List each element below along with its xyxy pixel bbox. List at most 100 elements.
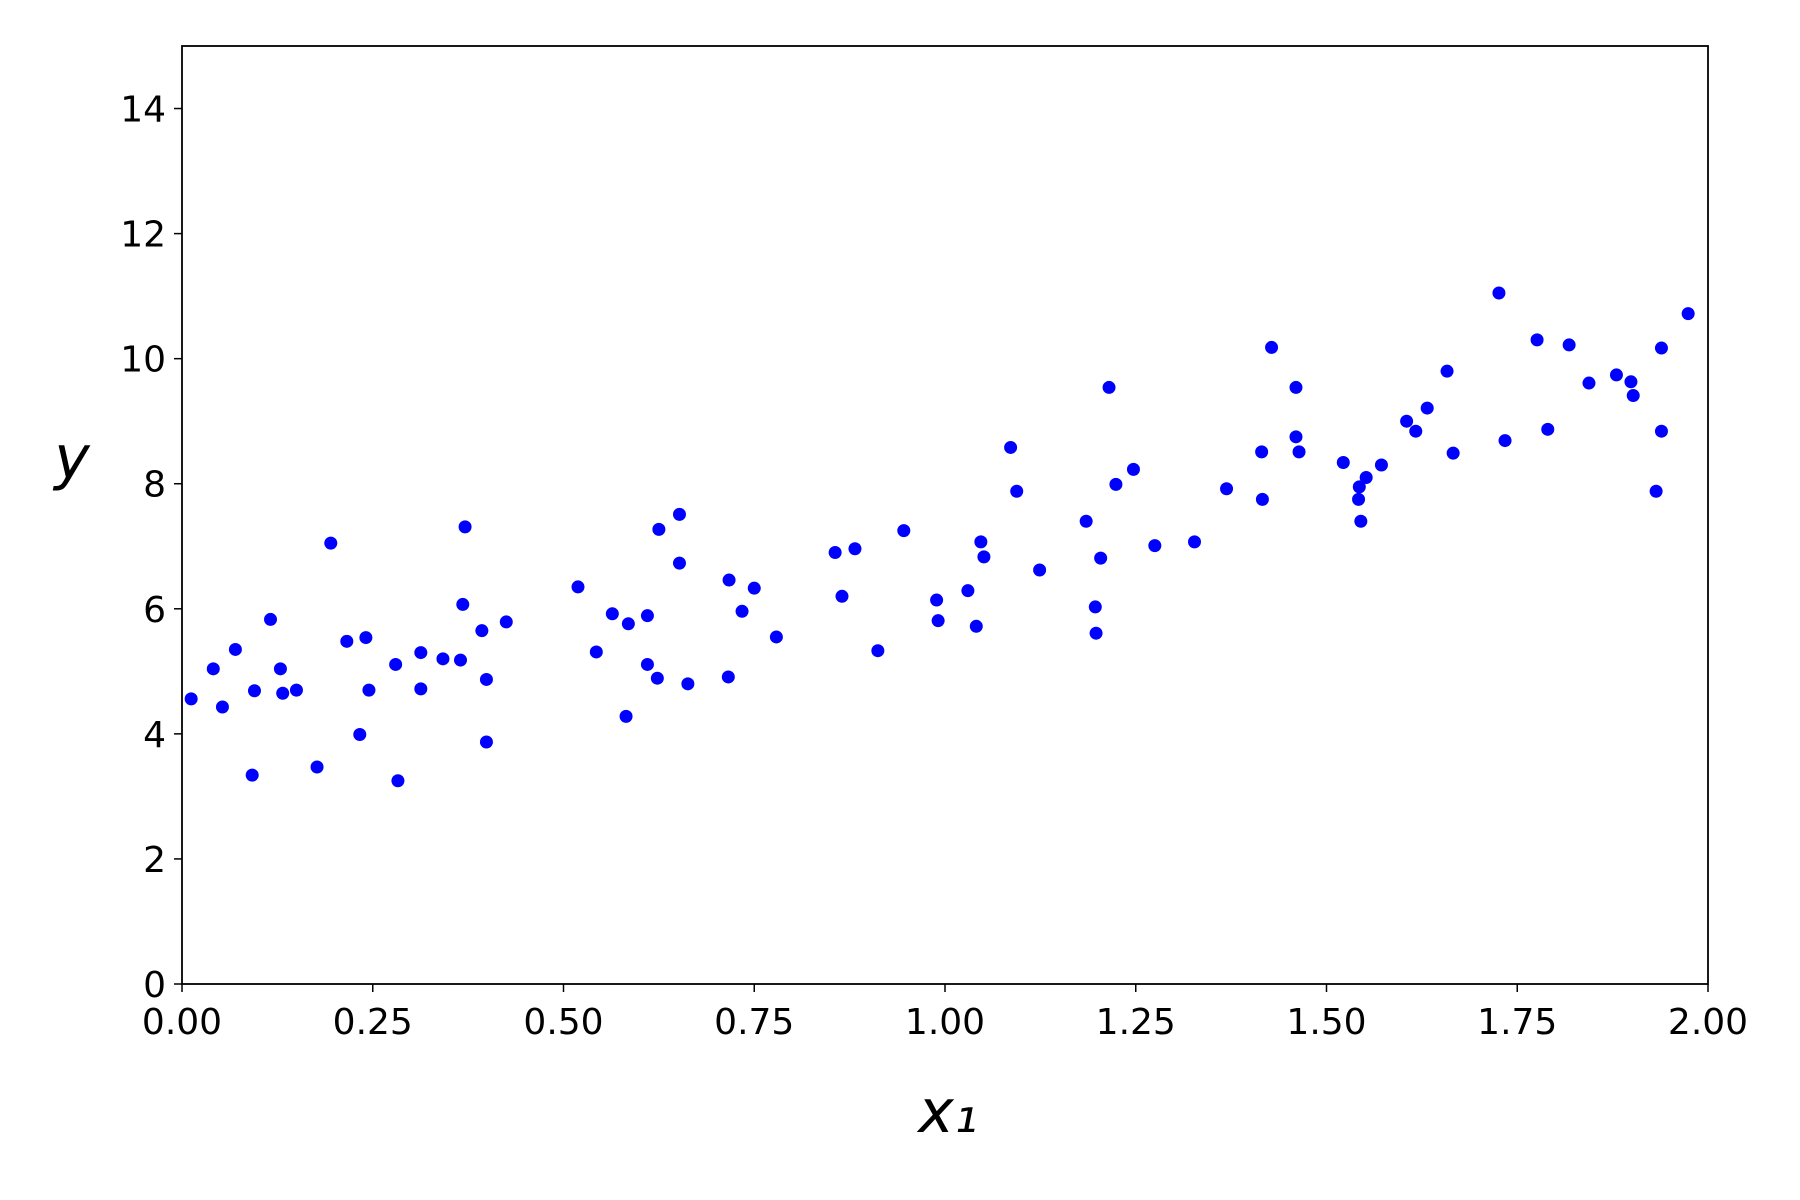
x-tick-label: 0.50 bbox=[523, 1002, 603, 1043]
point bbox=[1624, 375, 1638, 389]
point bbox=[605, 607, 619, 621]
y-axis-label: y bbox=[52, 423, 91, 493]
point bbox=[475, 624, 489, 638]
point bbox=[621, 617, 635, 631]
x-tick-label: 1.50 bbox=[1286, 1002, 1366, 1043]
point bbox=[1255, 445, 1269, 459]
point bbox=[1440, 364, 1454, 378]
point bbox=[769, 630, 783, 644]
point bbox=[414, 682, 428, 696]
x-tick-label: 2.00 bbox=[1668, 1002, 1748, 1043]
point bbox=[640, 609, 654, 623]
point bbox=[1102, 380, 1116, 394]
point bbox=[1352, 480, 1366, 494]
point bbox=[650, 671, 664, 685]
point bbox=[1289, 380, 1303, 394]
point bbox=[961, 584, 975, 598]
point bbox=[1336, 455, 1350, 469]
point bbox=[652, 522, 666, 536]
point bbox=[1409, 424, 1423, 438]
point bbox=[359, 631, 373, 645]
point bbox=[931, 614, 945, 628]
point bbox=[1352, 492, 1366, 506]
point bbox=[273, 662, 287, 676]
y-tick-label: 2 bbox=[143, 840, 166, 881]
point bbox=[1354, 514, 1368, 528]
point bbox=[1626, 389, 1640, 403]
point bbox=[619, 709, 633, 723]
point bbox=[414, 646, 428, 660]
point bbox=[1498, 434, 1512, 448]
point bbox=[1004, 440, 1018, 454]
point bbox=[1541, 422, 1555, 436]
point bbox=[391, 774, 405, 788]
x-tick-label: 0.75 bbox=[714, 1002, 794, 1043]
point bbox=[453, 653, 467, 667]
point bbox=[1420, 401, 1434, 415]
point bbox=[1609, 368, 1623, 382]
x-tick-label: 0.00 bbox=[142, 1002, 222, 1043]
point bbox=[640, 657, 654, 671]
x-axis-label: x₁ bbox=[916, 1077, 978, 1147]
x-tick-label: 1.25 bbox=[1096, 1002, 1176, 1043]
point bbox=[479, 735, 493, 749]
y-tick-label: 4 bbox=[143, 715, 166, 756]
point bbox=[969, 619, 983, 633]
point bbox=[184, 692, 198, 706]
point bbox=[1400, 414, 1414, 428]
y-tick-label: 6 bbox=[143, 590, 166, 631]
point bbox=[456, 597, 470, 611]
y-tick-label: 12 bbox=[120, 215, 166, 256]
point bbox=[1681, 307, 1695, 321]
point bbox=[436, 652, 450, 666]
point bbox=[215, 700, 229, 714]
point bbox=[1654, 424, 1668, 438]
y-tick-label: 14 bbox=[120, 90, 166, 131]
point bbox=[389, 657, 403, 671]
point bbox=[1562, 338, 1576, 352]
point bbox=[672, 556, 686, 570]
point bbox=[479, 672, 493, 686]
point bbox=[1359, 470, 1373, 484]
point bbox=[835, 589, 849, 603]
point bbox=[1265, 340, 1279, 354]
y-tick-label: 8 bbox=[143, 465, 166, 506]
point bbox=[1126, 462, 1140, 476]
point bbox=[1220, 482, 1234, 496]
point bbox=[897, 524, 911, 538]
point bbox=[340, 634, 354, 648]
point bbox=[1148, 539, 1162, 553]
point bbox=[1079, 514, 1093, 528]
point bbox=[722, 573, 736, 587]
point bbox=[458, 520, 472, 534]
point bbox=[1033, 563, 1047, 577]
point bbox=[1010, 484, 1024, 498]
point bbox=[1492, 286, 1506, 300]
x-tick-label: 1.75 bbox=[1477, 1002, 1557, 1043]
point bbox=[974, 535, 988, 549]
point bbox=[828, 546, 842, 560]
point bbox=[362, 683, 376, 697]
point bbox=[1289, 430, 1303, 444]
point bbox=[589, 645, 603, 659]
point bbox=[247, 684, 261, 698]
point bbox=[245, 768, 259, 782]
point bbox=[1094, 551, 1108, 565]
point bbox=[747, 581, 761, 595]
point bbox=[1109, 477, 1123, 491]
point bbox=[1582, 376, 1596, 390]
point bbox=[324, 536, 338, 550]
x-tick-label: 0.25 bbox=[333, 1002, 413, 1043]
point bbox=[721, 670, 735, 684]
point bbox=[353, 727, 367, 741]
plot-frame bbox=[181, 45, 1709, 985]
point bbox=[735, 604, 749, 618]
point bbox=[499, 615, 513, 629]
point bbox=[871, 644, 885, 658]
point bbox=[1255, 492, 1269, 506]
x-tick-label: 1.00 bbox=[905, 1002, 985, 1043]
point bbox=[1649, 484, 1663, 498]
y-tick-label: 10 bbox=[120, 340, 166, 381]
point bbox=[276, 686, 290, 700]
